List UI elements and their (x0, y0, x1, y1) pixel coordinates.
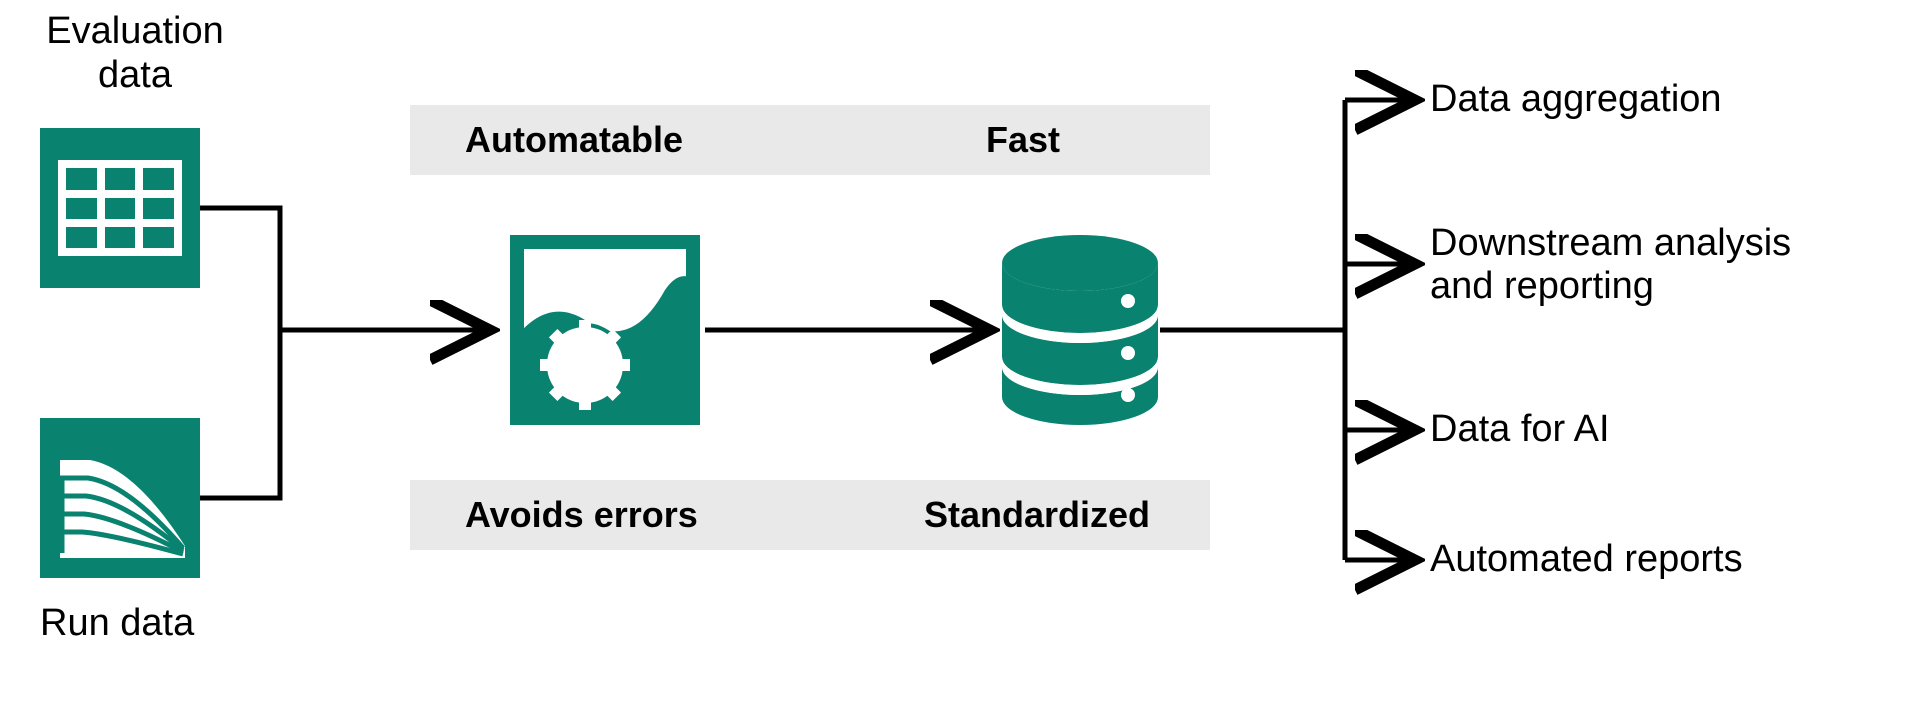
output-3-text: Automated reports (1430, 538, 1743, 580)
output-2-text: Data for AI (1430, 408, 1610, 450)
output-0-text: Data aggregation (1430, 78, 1722, 120)
output-data-aggregation: Data aggregation (1430, 78, 1722, 121)
output-1-text: Downstream analysisand reporting (1430, 222, 1791, 307)
diagram-canvas: Evaluationdata Run data Automatable Fast… (0, 0, 1920, 728)
output-downstream-analysis: Downstream analysisand reporting (1430, 222, 1890, 308)
output-automated-reports: Automated reports (1430, 538, 1743, 581)
output-data-for-ai: Data for AI (1430, 408, 1610, 451)
